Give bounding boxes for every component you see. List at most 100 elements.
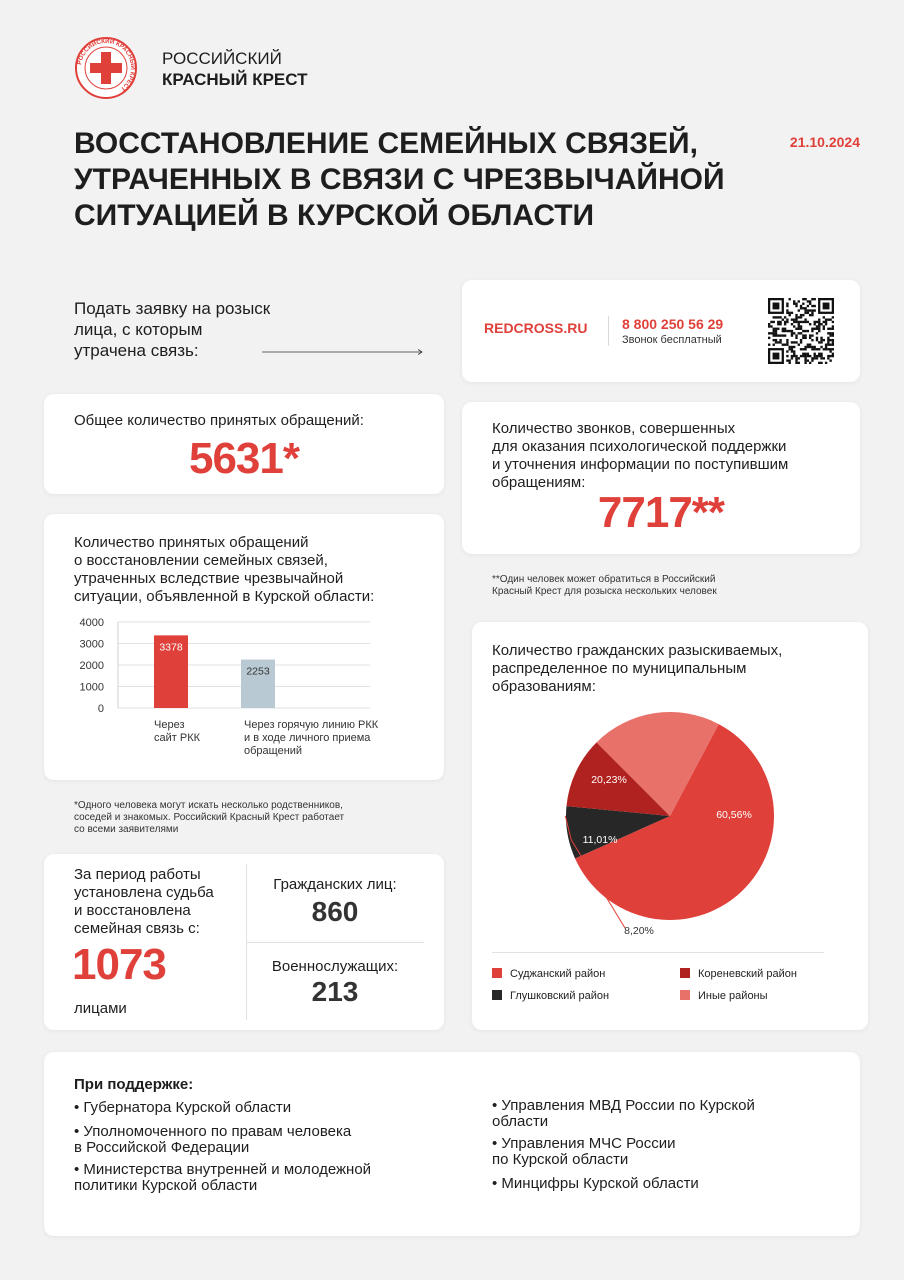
org-name-line2: КРАСНЫЙ КРЕСТ <box>162 70 308 89</box>
x-tick-label: Через горячую линию РКК и в ходе личного … <box>244 719 379 757</box>
divider <box>246 942 424 943</box>
org-name-line1: РОССИЙСКИЙ <box>162 49 282 68</box>
bar-label: Количество принятых обращений о восстано… <box>74 534 374 606</box>
support-item-line: • Губернатора Курской области <box>74 1099 292 1116</box>
support-item-line: • Минцифры Курской области <box>492 1175 699 1192</box>
pie-slice-label: 60,56% <box>716 809 752 821</box>
phone-note: Звонок бесплатный <box>622 334 722 346</box>
y-tick-label: 1000 <box>80 682 104 694</box>
civil-value: 860 <box>311 896 359 927</box>
calls-label-line: Количество звонков, совершенных <box>492 420 736 437</box>
legend-label: Глушковский район <box>510 990 610 1002</box>
fate-label: За период работы установлена судьба и во… <box>74 866 214 938</box>
bar-value-label: 3378 <box>159 641 183 653</box>
pie-label-line: распределенное по муниципальным <box>492 660 747 677</box>
fate-card: За период работы установлена судьба и во… <box>44 854 444 1030</box>
bar-label-line: ситуации, объявленной в Курской области: <box>74 588 375 605</box>
pie-slice <box>596 712 719 816</box>
report-date: 21.10.2024 <box>789 134 860 150</box>
y-tick-label: 3000 <box>80 639 104 651</box>
calls-label-line: и уточнения информации по поступившим <box>492 456 789 473</box>
apply-text: Подать заявку на розыск лица, с которым … <box>74 298 334 361</box>
footnote-line: соседей и знакомых. Российский Красный К… <box>74 812 345 823</box>
legend-swatch <box>680 990 690 1000</box>
legend-swatch <box>492 968 502 978</box>
bar <box>154 635 188 708</box>
divider <box>492 952 824 953</box>
bar-value-label: 2253 <box>246 666 270 678</box>
support-card: При поддержке: • Губернатора Курской обл… <box>44 1052 860 1236</box>
pie-slice-label: 11,01% <box>583 834 618 846</box>
y-tick-label: 4000 <box>80 617 104 629</box>
support-item-line: • Министерства внутренней и молодежной <box>74 1161 372 1178</box>
pie-slice-label: 8,20% <box>624 925 654 937</box>
pie-slice <box>566 806 670 859</box>
apply-line: Подать заявку на розыск <box>74 299 271 318</box>
bar-chart: 0 1000 2000 3000 4000 3378 Через сайт РКК 2253 Че… <box>80 617 379 757</box>
fate-unit: лицами <box>74 1000 127 1017</box>
support-item-line: области <box>492 1113 549 1130</box>
support-item-line: • Управления МВД России по Курской <box>492 1097 755 1114</box>
hotline-phone[interactable]: 8 800 250 56 29 <box>622 316 724 332</box>
fate-label-line: и восстановлена <box>74 902 191 919</box>
civil-label: Гражданских лиц: <box>273 876 397 893</box>
calls-label-line: обращениям: <box>492 474 586 491</box>
red-cross-logo: РОССИЙСКИЙ КРАСНЫЙ КРЕСТ <box>75 37 137 99</box>
contact-card: REDCROSS.RU 8 800 250 56 29 Звонок беспл… <box>462 280 860 382</box>
calls-note-line: Красный Крест для розыска нескольких чел… <box>492 586 717 597</box>
legend-swatch <box>680 968 690 978</box>
y-tick-label: 2000 <box>80 660 104 672</box>
support-item: • Минцифры Курской области <box>492 1176 699 1192</box>
x-tick-label: Через сайт РКК <box>154 719 201 744</box>
support-item: • Управления МВД России по Курской облас… <box>492 1098 755 1130</box>
calls-label-line: для оказания психологической поддержки <box>492 438 787 455</box>
y-tick-label: 0 <box>98 703 104 715</box>
support-item-line: • Уполномоченного по правам человека <box>74 1123 352 1140</box>
page-title: ВОССТАНОВЛЕНИЕ СЕМЕЙНЫХ СВЯЗЕЙ, УТРАЧЕНН… <box>74 126 774 234</box>
fate-label-line: За период работы <box>74 866 201 883</box>
fate-label-line: установлена судьба <box>74 884 214 901</box>
footnote-line: *Одного человека могут искать несколько … <box>74 800 343 811</box>
divider <box>608 316 609 346</box>
pie-slice <box>575 724 774 920</box>
fate-label-line: семейная связь с: <box>74 920 200 937</box>
org-name: РОССИЙСКИЙ КРАСНЫЙ КРЕСТ <box>162 48 308 90</box>
total-value: 5631* <box>188 434 300 483</box>
legend-item: Кореневский район <box>680 968 797 980</box>
bar-label-line: о восстановлении семейных связей, <box>74 552 328 569</box>
pie-slice <box>566 742 670 816</box>
title-line: СИТУАЦИЕЙ В КУРСКОЙ ОБЛАСТИ <box>74 199 595 232</box>
legend-item: Иные районы <box>680 990 768 1002</box>
leader-line <box>564 815 626 929</box>
legend-swatch <box>492 990 502 1000</box>
support-item-line: в Российской Федерации <box>74 1139 250 1156</box>
footnote-line: со всеми заявителями <box>74 824 179 835</box>
pie-chart: 60,56% 8,20% 11,01% 20,23% <box>564 712 774 937</box>
apply-line: утрачена связь: <box>74 341 199 360</box>
bar-label-line: утраченных вследствие чрезвычайной <box>74 570 344 587</box>
support-item: • Уполномоченного по правам человека в Р… <box>74 1124 351 1156</box>
support-item: • Управления МЧС России по Курской облас… <box>492 1136 676 1168</box>
total-requests-card: Общее количество принятых обращений: 563… <box>44 394 444 494</box>
support-title: При поддержке: <box>74 1076 194 1093</box>
legend-label: Суджанский район <box>510 968 606 980</box>
pie-label-line: Количество гражданских разыскиваемых, <box>492 642 783 659</box>
fate-value: 1073 <box>72 940 167 989</box>
support-item-line: • Управления МЧС России <box>492 1135 676 1152</box>
support-item: • Министерства внутренней и молодежной п… <box>74 1162 371 1194</box>
arrow-right-icon <box>262 349 423 355</box>
apply-line: лица, с которым <box>74 320 203 339</box>
calls-card: Количество звонков, совершенных для оказ… <box>462 402 860 554</box>
legend-label: Иные районы <box>698 990 768 1002</box>
qr-code-icon[interactable] <box>768 298 834 364</box>
total-label: Общее количество принятых обращений: <box>74 412 364 429</box>
pie-chart-card: Количество гражданских разыскиваемых, ра… <box>472 622 868 1030</box>
site-link[interactable]: REDCROSS.RU <box>484 320 588 336</box>
pie-label: Количество гражданских разыскиваемых, ра… <box>492 642 782 696</box>
bar <box>241 659 275 708</box>
legend-item: Глушковский район <box>492 990 609 1002</box>
legend-item: Суджанский район <box>492 968 605 980</box>
requests-footnote: *Одного человека могут искать несколько … <box>74 800 434 836</box>
support-item-line: по Курской области <box>492 1151 629 1168</box>
calls-value: 7717** <box>597 488 725 537</box>
